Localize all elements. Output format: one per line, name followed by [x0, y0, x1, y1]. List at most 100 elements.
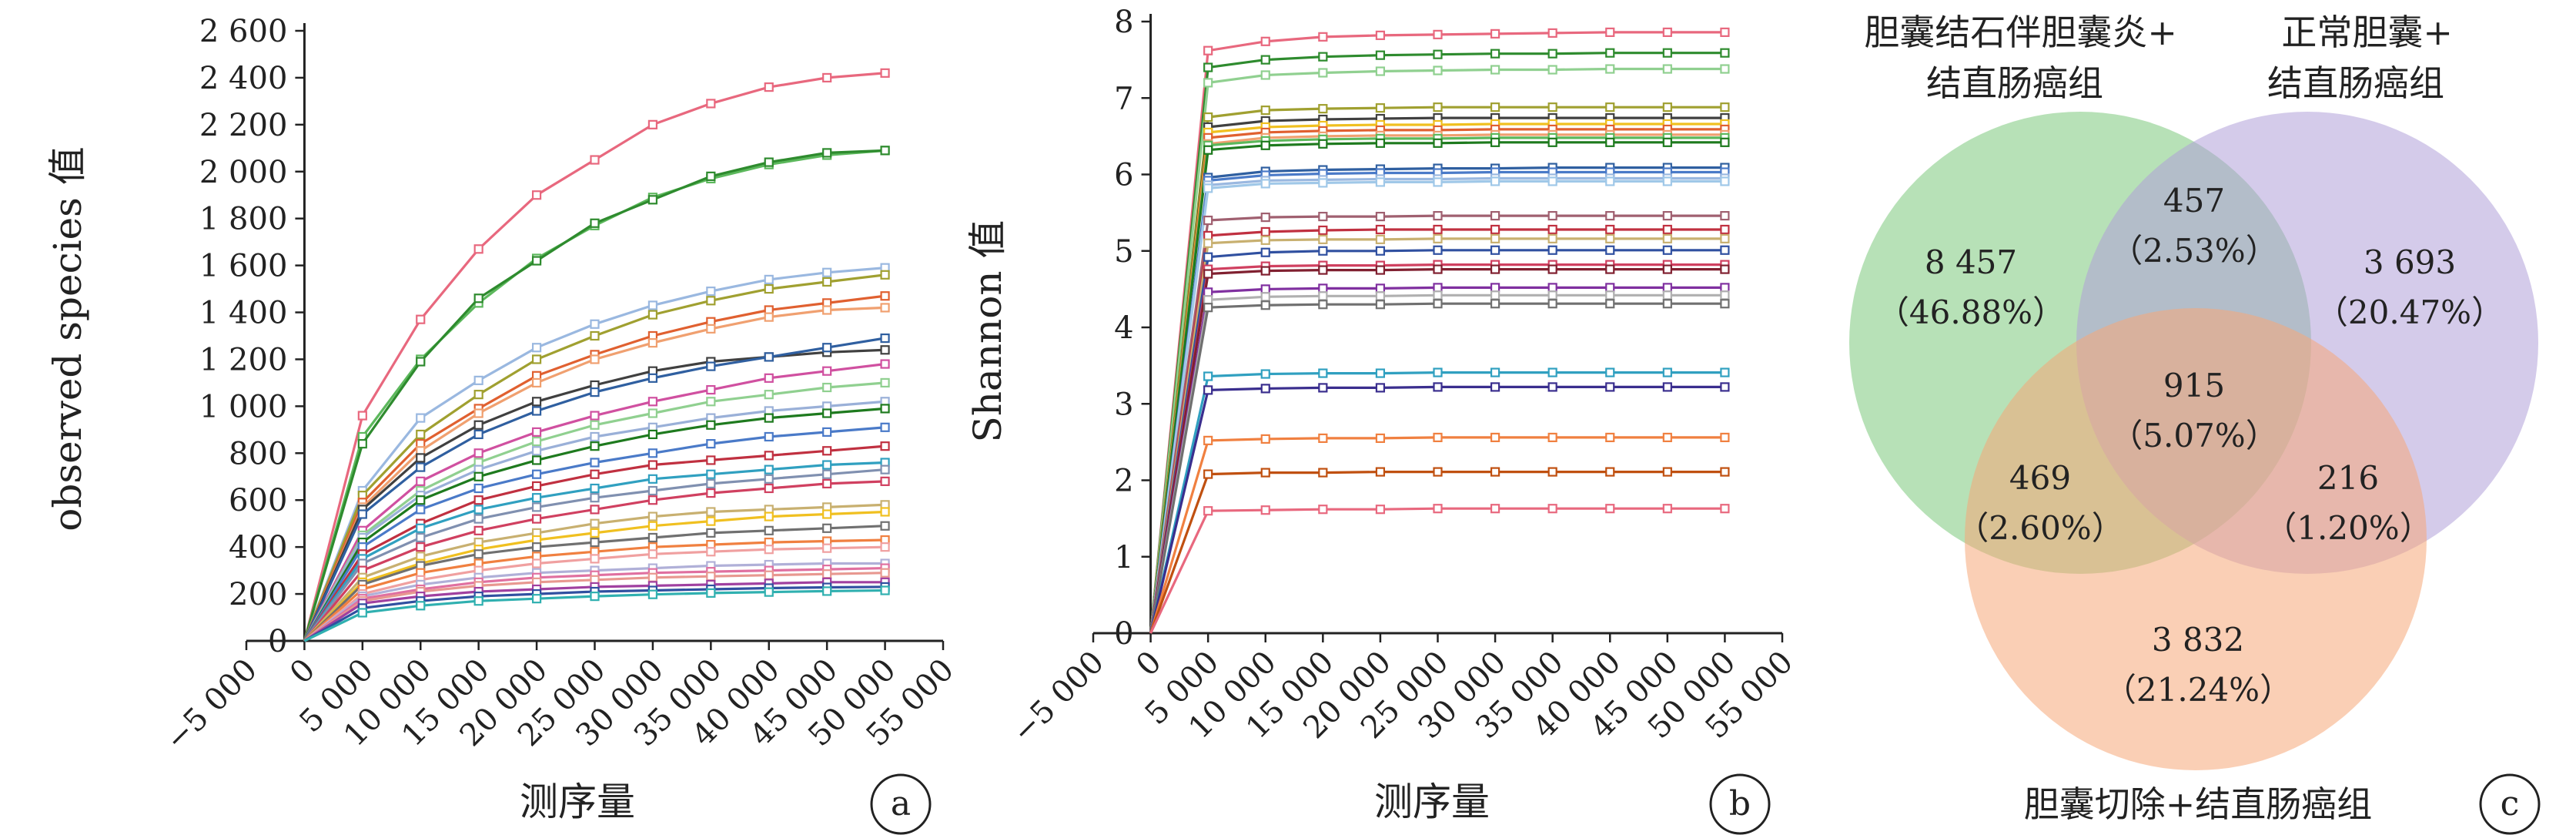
data-point-a-13-3	[473, 483, 483, 494]
data-point-b-24-5	[1433, 382, 1443, 392]
data-point-b-23-4	[1375, 368, 1386, 378]
x-tick-label-b-1: 0	[1129, 645, 1169, 684]
venn-region-only-2-count: 3 693	[2364, 243, 2456, 281]
y-tick-label-b-8: 8	[1114, 5, 1133, 40]
data-point-b-20-3	[1318, 283, 1328, 293]
data-point-a-14-5	[590, 469, 600, 479]
data-point-b-3-9	[1662, 102, 1672, 112]
data-point-a-20-7	[706, 528, 716, 538]
data-point-b-27-4	[1375, 505, 1386, 515]
data-point-a-8-8	[764, 352, 774, 362]
venn-region-1-3-pct: （2.60%）	[1956, 509, 2123, 547]
data-point-b-19-1	[1203, 269, 1213, 279]
y-tick-label-a-4: 800	[229, 436, 287, 471]
data-point-b-0-6	[1490, 29, 1500, 39]
data-point-b-21-3	[1318, 291, 1328, 301]
data-point-a-28-1	[357, 608, 367, 618]
data-point-b-21-8	[1605, 290, 1615, 300]
data-point-b-15-10	[1720, 224, 1730, 235]
data-point-b-21-7	[1547, 290, 1557, 300]
data-point-a-22-8	[764, 545, 774, 555]
data-point-b-19-7	[1547, 264, 1557, 274]
data-point-a-4-7	[706, 296, 716, 306]
data-point-b-21-10	[1720, 290, 1730, 300]
data-point-b-23-5	[1433, 367, 1443, 377]
data-point-a-2-7	[706, 171, 716, 181]
venn-diagram: 胆囊结石伴胆囊炎+ 结直肠癌组 正常胆囊+ 结直肠癌组 胆囊切除+结直肠癌组 8…	[1849, 12, 2541, 835]
data-point-b-25-8	[1605, 432, 1615, 443]
data-point-b-20-9	[1662, 283, 1672, 293]
y-tick-label-b-5: 5	[1114, 234, 1133, 270]
data-point-b-21-1	[1203, 295, 1213, 305]
data-point-a-12-4	[531, 455, 542, 465]
data-point-b-26-1	[1203, 469, 1213, 479]
data-point-a-9-4	[531, 427, 542, 437]
data-point-a-4-8	[764, 283, 774, 294]
data-point-b-19-3	[1318, 265, 1328, 275]
data-point-a-28-3	[473, 596, 483, 606]
data-point-b-27-9	[1662, 504, 1672, 514]
data-point-b-1-2	[1260, 55, 1270, 65]
panel-badge-a-circle	[870, 773, 932, 835]
data-point-a-7-3	[473, 420, 483, 430]
data-point-a-28-7	[706, 588, 716, 598]
data-point-b-0-3	[1318, 32, 1328, 42]
data-point-a-25-9	[822, 569, 832, 579]
venn-set-2-label: 正常胆囊+ 结直肠癌组	[2267, 12, 2464, 104]
data-point-a-15-8	[764, 464, 774, 475]
data-point-b-22-10	[1720, 299, 1730, 309]
venn-region-only-3: 3 832 （21.24%）	[2104, 621, 2292, 709]
data-point-b-20-1	[1203, 287, 1213, 297]
data-point-a-22-5	[590, 554, 600, 564]
venn-region-only-1-count: 8 457	[1925, 243, 2017, 281]
data-point-b-24-10	[1720, 382, 1730, 392]
data-point-a-14-6	[647, 460, 658, 470]
data-point-a-4-6	[647, 310, 658, 320]
y-tick-label-a-9: 1 800	[199, 202, 288, 237]
y-tick-label-a-1: 200	[229, 577, 287, 612]
y-tick-label-a-7: 1 400	[199, 296, 288, 331]
data-point-b-17-5	[1433, 245, 1443, 255]
data-point-a-12-7	[706, 420, 716, 430]
data-point-b-3-6	[1490, 102, 1500, 112]
y-tick-label-a-6: 1 200	[199, 342, 288, 377]
data-point-b-1-6	[1490, 49, 1500, 59]
data-point-a-16-2	[416, 532, 426, 543]
data-point-b-16-9	[1662, 233, 1672, 243]
data-point-b-0-9	[1662, 27, 1672, 37]
data-point-a-3-9	[822, 267, 832, 277]
data-point-a-0-4	[531, 190, 542, 200]
data-point-b-20-5	[1433, 283, 1443, 293]
data-point-b-27-2	[1260, 505, 1270, 515]
data-point-b-9-2	[1260, 140, 1270, 150]
data-point-a-16-8	[764, 474, 774, 484]
data-point-b-24-4	[1375, 383, 1386, 393]
data-point-b-23-7	[1547, 367, 1557, 377]
venn-region-1-3-count: 469	[2009, 459, 2071, 497]
data-point-b-9-9	[1662, 137, 1672, 147]
data-point-b-26-7	[1547, 467, 1557, 477]
data-point-b-0-5	[1433, 29, 1443, 39]
data-point-b-19-10	[1720, 264, 1730, 274]
data-point-b-15-5	[1433, 224, 1443, 235]
data-point-a-4-3	[473, 390, 483, 400]
y-tick-label-b-6: 6	[1114, 158, 1133, 193]
data-point-b-16-6	[1490, 233, 1500, 243]
data-point-a-13-4	[531, 469, 542, 479]
data-point-b-23-3	[1318, 368, 1328, 378]
data-point-b-1-4	[1375, 50, 1386, 60]
data-point-a-22-7	[706, 547, 716, 557]
data-point-b-13-4	[1375, 177, 1386, 187]
data-point-b-2-1	[1203, 78, 1213, 88]
data-point-b-16-7	[1547, 233, 1557, 243]
series-line-b-18	[1149, 263, 1725, 634]
data-point-a-3-4	[531, 343, 542, 353]
data-point-b-26-9	[1662, 467, 1672, 477]
data-point-b-20-8	[1605, 283, 1615, 293]
data-point-a-18-6	[647, 511, 658, 521]
panel-badge-c-circle	[2479, 773, 2541, 835]
data-point-a-14-7	[706, 455, 716, 465]
data-point-a-3-8	[764, 274, 774, 284]
x-axis-label-b: 测序量	[1374, 780, 1490, 824]
